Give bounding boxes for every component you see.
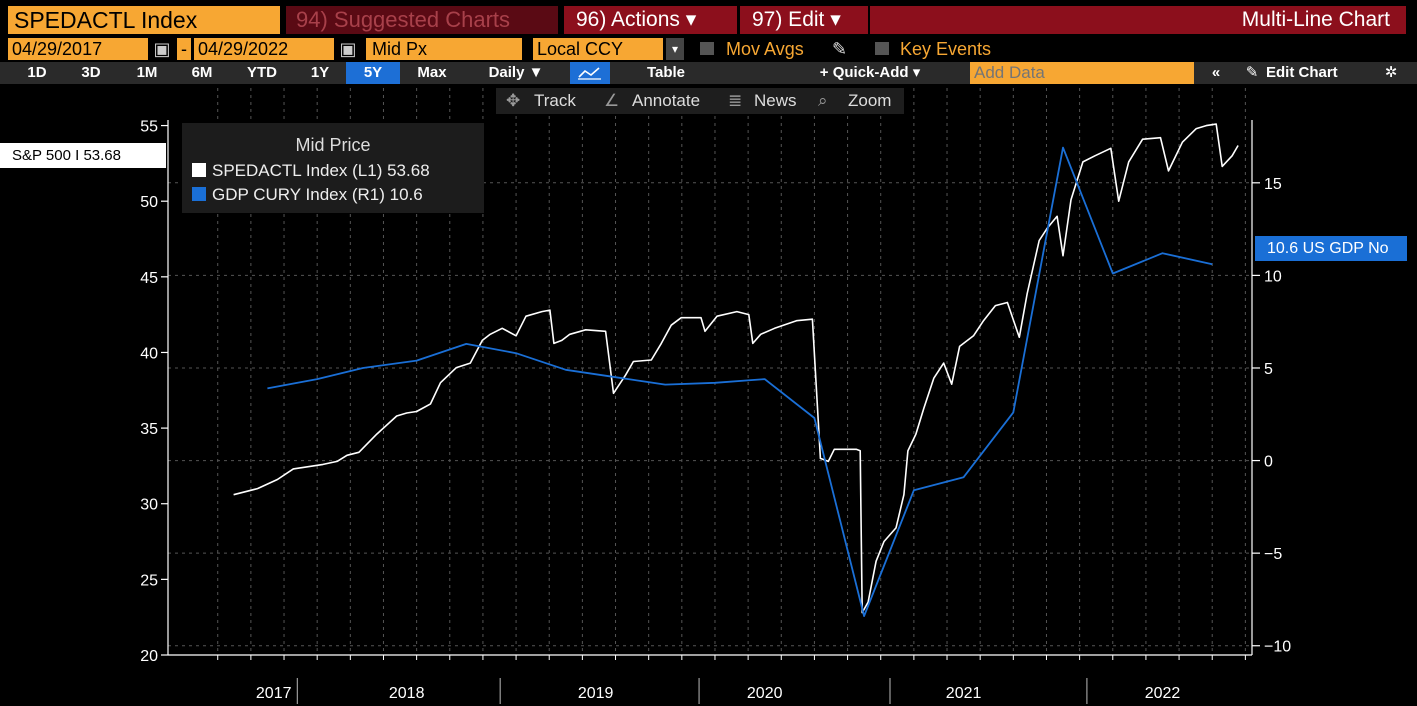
range-1m[interactable]: 1M [136,64,158,81]
grid-lines [168,88,1252,655]
crosshair-icon[interactable]: ✥ [506,91,521,110]
x-tick-label: 2022 [1145,685,1181,702]
legend-item-spedactl[interactable]: SPEDACTL Index (L1) 53.68 [192,161,430,181]
actions-menu[interactable]: 96) Actions ▾ [564,6,737,34]
start-date-input[interactable]: 04/29/2017 [8,38,148,60]
key-events-label[interactable]: Key Events [900,39,992,59]
series-lines [233,123,1239,617]
range-max[interactable]: Max [417,64,447,81]
x-tick-label: 2020 [747,685,783,702]
suggested-charts-button[interactable]: 94) Suggested Charts [286,6,558,34]
zoom-icon[interactable]: ⌕ [818,91,828,110]
right-tick-label: −5 [1264,546,1282,563]
pencil-icon[interactable]: ✎ [832,39,848,59]
series-line-spedactl [233,123,1239,614]
mov-avgs-label[interactable]: Mov Avgs [726,39,804,59]
zoom-tool[interactable]: Zoom [848,91,892,110]
news-tool[interactable]: News [754,91,797,110]
edit-menu[interactable]: 97) Edit ▾ [740,6,868,34]
frequency-select[interactable]: Daily ▼ [488,64,544,81]
key-events-checkbox[interactable] [875,42,889,55]
legend-title: Mid Price [295,135,371,155]
range-3d[interactable]: 3D [81,64,101,81]
left-tick-label: 25 [140,572,158,589]
edit-chart-button[interactable]: Edit Chart [1266,64,1338,81]
legend-swatch [192,187,206,201]
left-tick-label: 40 [140,345,158,362]
currency-select[interactable]: Local CCY [533,38,663,60]
top-toolbar: SPEDACTL Index 94) Suggested Charts 96) … [0,0,1417,36]
legend-item-gdp[interactable]: GDP CURY Index (R1) 10.6 [192,185,423,205]
date-dash: - [177,38,191,60]
range-6m[interactable]: 6M [191,64,213,81]
left-tick-label: 45 [140,270,158,287]
right-tick-label: −10 [1264,639,1291,656]
news-icon[interactable]: ≣ [728,91,743,110]
pencil-icon[interactable]: ✎ [1245,64,1259,81]
legend-label: SPEDACTL Index (L1) 53.68 [212,161,430,180]
right-tick-label: 5 [1264,361,1273,378]
chevron-down-icon[interactable]: ▾ [666,38,684,60]
left-tick-label: 50 [140,194,158,211]
field-select[interactable]: Mid Px [366,38,522,60]
range-1y[interactable]: 1Y [310,64,330,81]
quick-add-button[interactable]: + Quick-Add ▾ [819,64,921,81]
range-ytd[interactable]: YTD [247,64,277,81]
x-tick-label: 2019 [578,685,614,702]
calendar-icon[interactable]: ▣ [153,39,171,59]
legend-swatch [192,163,206,177]
left-tick-label: 55 [140,119,158,136]
ticker-field[interactable]: SPEDACTL Index [8,6,280,34]
right-tick-label: 10 [1264,268,1282,285]
line-chart-icon[interactable] [570,62,610,84]
add-data-input[interactable] [970,62,1194,84]
left-tick-label: 20 [140,648,158,665]
chart-title: Multi-Line Chart [870,6,1406,34]
chart-legend: Mid Price SPEDACTL Index (L1) 53.68 GDP … [182,123,484,213]
series-line-gdp [267,146,1213,617]
legend-label: GDP CURY Index (R1) 10.6 [212,185,423,204]
axes: 20 25 30 35 40 45 50 55 −10 −5 0 5 10 15 2017 2018 2019 2… [140,119,1291,704]
annotate-icon[interactable]: ∠ [604,91,620,110]
track-tool[interactable]: Track [534,91,576,110]
chart-tools: ✥ Track ∠ Annotate ≣ News ⌕ Zoom [496,88,904,114]
x-tick-label: 2018 [389,685,425,702]
collapse-icon[interactable]: « [1211,64,1221,81]
x-tick-label: 2021 [946,685,982,702]
end-date-input[interactable]: 04/29/2022 [194,38,334,60]
mov-avgs-checkbox[interactable] [700,42,714,55]
left-tick-label: 35 [140,421,158,438]
table-button[interactable]: Table [646,64,686,81]
right-tick-label: 0 [1264,454,1273,471]
calendar-icon[interactable]: ▣ [339,39,357,59]
x-tick-label: 2017 [256,685,292,702]
right-tick-label: 15 [1264,176,1282,193]
range-toolbar: 1D 3D 1M 6M YTD 1Y 5Y Max Daily ▼ Table … [0,62,1417,84]
last-value-tag-right: 10.6 US GDP No [1255,236,1407,261]
gear-icon[interactable]: ✲ [1384,64,1398,81]
range-5y[interactable]: 5Y [346,62,400,84]
range-1d[interactable]: 1D [27,64,47,81]
left-tick-label: 30 [140,497,158,514]
annotate-tool[interactable]: Annotate [632,91,701,110]
last-value-tag-left: S&P 500 I 53.68 [0,143,166,168]
